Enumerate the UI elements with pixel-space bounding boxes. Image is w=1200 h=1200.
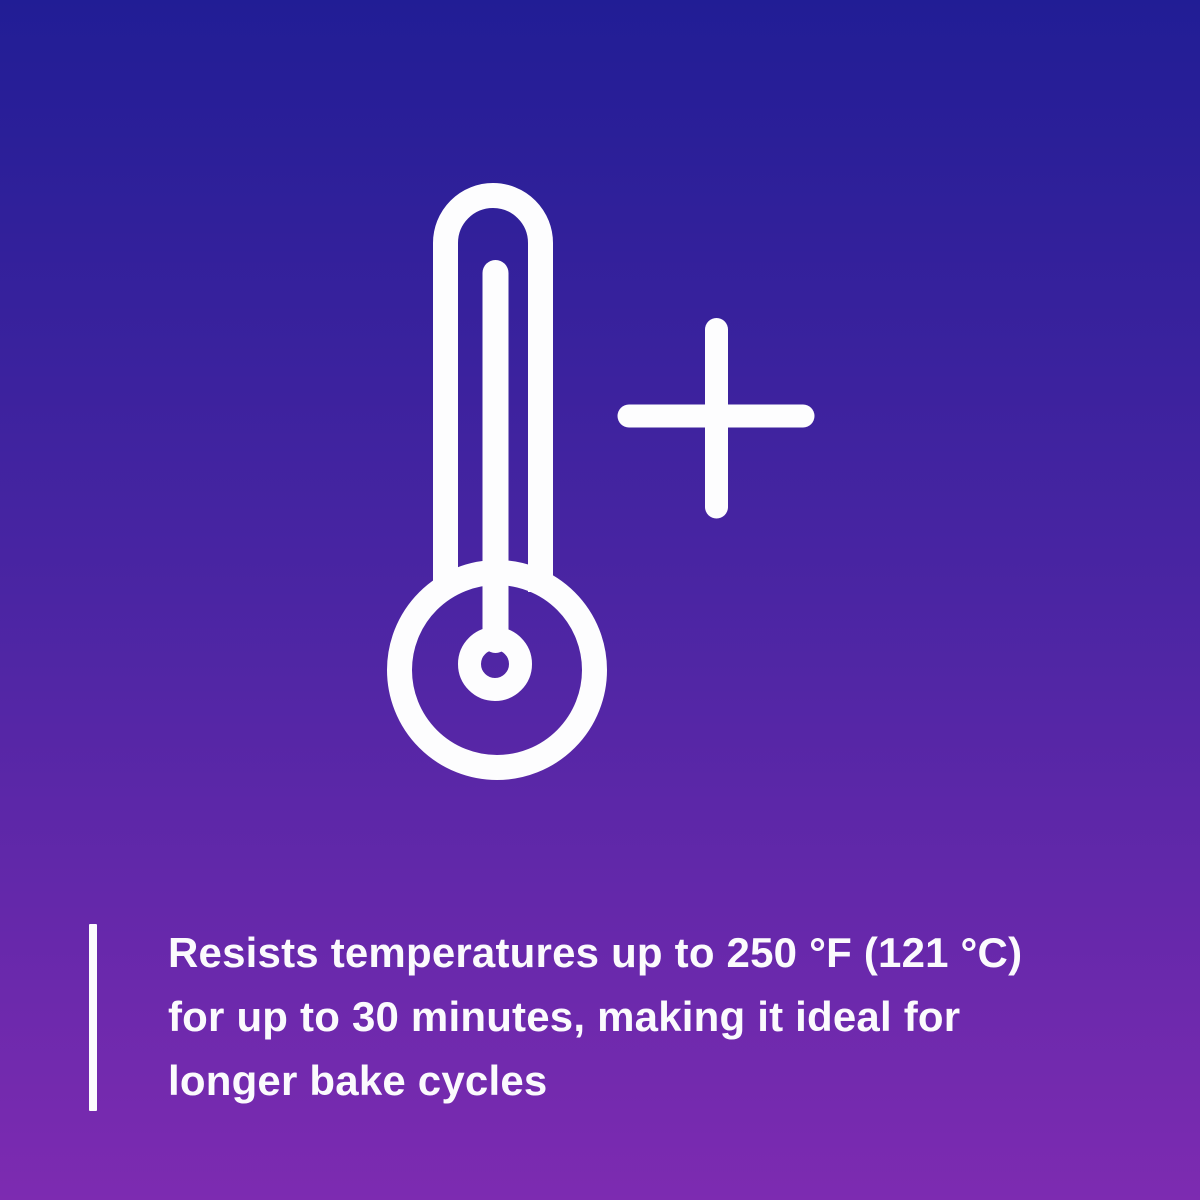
caption-line-2: for up to 30 minutes, making it ideal fo…: [168, 993, 961, 1040]
caption-line-1: Resists temperatures up to 250 °F (121 °…: [168, 929, 1023, 976]
thermometer-mercury-dot: [458, 627, 532, 701]
caption-text: Resists temperatures up to 250 °F (121 °…: [168, 921, 1158, 1113]
thermometer-icon: [387, 183, 607, 780]
caption-accent-bar: [89, 924, 97, 1111]
thermometer-tube-outline: [433, 183, 553, 592]
caption-line-3: longer bake cycles: [168, 1057, 548, 1104]
plus-icon: [617, 318, 815, 519]
